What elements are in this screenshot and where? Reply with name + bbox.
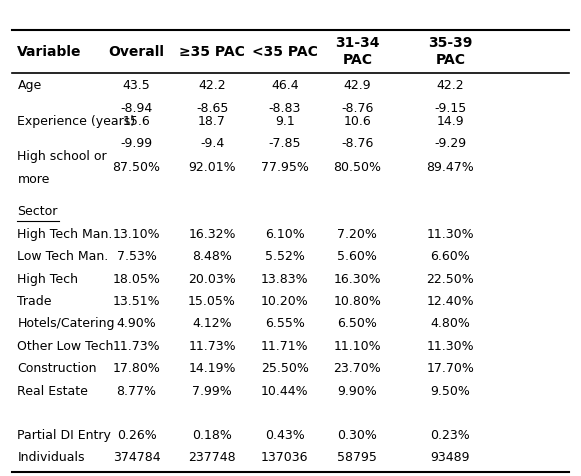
Text: 42.2: 42.2 [436,79,464,92]
Text: 0.30%: 0.30% [338,428,377,441]
Text: 42.2: 42.2 [198,79,226,92]
Text: <35 PAC: <35 PAC [252,45,318,60]
Text: 10.80%: 10.80% [333,295,381,307]
Text: 5.60%: 5.60% [338,250,377,263]
Text: 6.55%: 6.55% [265,317,304,330]
Text: 10.20%: 10.20% [261,295,309,307]
Text: 374784: 374784 [113,450,160,463]
Text: -8.76: -8.76 [341,137,374,150]
Text: 17.80%: 17.80% [113,362,160,375]
Text: 12.40%: 12.40% [426,295,474,307]
Text: 15.6: 15.6 [123,114,150,127]
Text: Other Low Tech: Other Low Tech [17,339,114,352]
Text: 6.60%: 6.60% [431,250,470,263]
Text: 6.10%: 6.10% [265,228,304,240]
Text: High Tech Man.: High Tech Man. [17,228,113,240]
Text: 43.5: 43.5 [123,79,150,92]
Text: 13.10%: 13.10% [113,228,160,240]
Text: -8.76: -8.76 [341,102,374,115]
Text: 16.30%: 16.30% [333,272,381,285]
Text: 22.50%: 22.50% [426,272,474,285]
Text: 4.12%: 4.12% [192,317,232,330]
Text: 10.6: 10.6 [343,114,371,127]
Text: 93489: 93489 [431,450,470,463]
Text: 18.7: 18.7 [198,114,226,127]
Text: -8.83: -8.83 [268,102,301,115]
Text: 13.51%: 13.51% [113,295,160,307]
Text: -9.99: -9.99 [120,137,153,150]
Text: 31-34: 31-34 [335,36,379,50]
Text: 35-39: 35-39 [428,36,472,50]
Text: Construction: Construction [17,362,97,375]
Text: 80.50%: 80.50% [333,161,381,174]
Text: Hotels/Catering: Hotels/Catering [17,317,115,330]
Text: 9.90%: 9.90% [338,384,377,397]
Text: -8.65: -8.65 [196,102,228,115]
Text: 11.30%: 11.30% [426,228,474,240]
Text: 5.52%: 5.52% [265,250,304,263]
Text: 11.30%: 11.30% [426,339,474,352]
Text: 7.20%: 7.20% [338,228,377,240]
Text: 137036: 137036 [261,450,309,463]
Text: 11.73%: 11.73% [113,339,160,352]
Text: 20.03%: 20.03% [188,272,236,285]
Text: 4.80%: 4.80% [431,317,470,330]
Text: 8.77%: 8.77% [117,384,156,397]
Text: Real Estate: Real Estate [17,384,88,397]
Text: 9.1: 9.1 [275,114,295,127]
Text: 7.53%: 7.53% [117,250,156,263]
Text: PAC: PAC [435,52,465,67]
Text: 8.48%: 8.48% [192,250,232,263]
Text: 0.18%: 0.18% [192,428,232,441]
Text: 18.05%: 18.05% [113,272,160,285]
Text: 89.47%: 89.47% [426,161,474,174]
Text: 4.90%: 4.90% [117,317,156,330]
Text: 13.83%: 13.83% [261,272,309,285]
Text: 11.71%: 11.71% [261,339,309,352]
Text: 11.73%: 11.73% [188,339,236,352]
Text: 87.50%: 87.50% [113,161,160,174]
Text: 7.99%: 7.99% [192,384,232,397]
Text: Variable: Variable [17,45,82,60]
Text: 77.95%: 77.95% [261,161,309,174]
Text: 0.23%: 0.23% [431,428,470,441]
Text: High Tech: High Tech [17,272,78,285]
Text: 25.50%: 25.50% [261,362,309,375]
Text: Sector: Sector [17,205,58,218]
Text: 0.26%: 0.26% [117,428,156,441]
Text: -7.85: -7.85 [268,137,301,150]
Text: Partial DI Entry: Partial DI Entry [17,428,112,441]
Text: Age: Age [17,79,42,92]
Text: Individuals: Individuals [17,450,85,463]
Text: 10.44%: 10.44% [261,384,309,397]
Text: High school or: High school or [17,149,107,162]
Text: 0.43%: 0.43% [265,428,304,441]
Text: -9.29: -9.29 [434,137,467,150]
Text: -9.4: -9.4 [200,137,224,150]
Text: -9.15: -9.15 [434,102,467,115]
Text: Low Tech Man.: Low Tech Man. [17,250,109,263]
Text: 42.9: 42.9 [343,79,371,92]
Text: -8.94: -8.94 [120,102,153,115]
Text: Overall: Overall [109,45,164,60]
Text: Experience (years): Experience (years) [17,114,135,127]
Text: 58795: 58795 [338,450,377,463]
Text: 237748: 237748 [188,450,236,463]
Text: more: more [17,172,50,185]
Text: ≥35 PAC: ≥35 PAC [179,45,245,60]
Text: 92.01%: 92.01% [188,161,236,174]
Text: 14.19%: 14.19% [188,362,236,375]
Text: 17.70%: 17.70% [426,362,474,375]
Text: 6.50%: 6.50% [338,317,377,330]
Text: 9.50%: 9.50% [431,384,470,397]
Text: 46.4: 46.4 [271,79,299,92]
Text: 11.10%: 11.10% [333,339,381,352]
Text: 16.32%: 16.32% [188,228,236,240]
Text: Trade: Trade [17,295,52,307]
Text: PAC: PAC [342,52,372,67]
Text: 14.9: 14.9 [436,114,464,127]
Text: 15.05%: 15.05% [188,295,236,307]
Text: 23.70%: 23.70% [333,362,381,375]
